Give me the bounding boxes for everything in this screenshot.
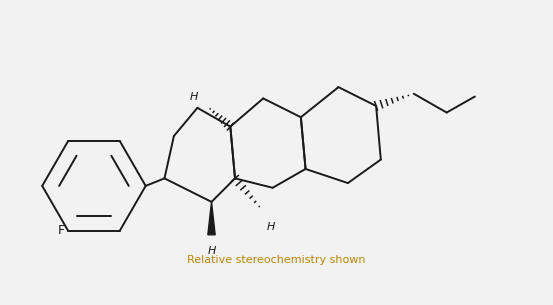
- Text: H: H: [267, 222, 275, 232]
- Text: F: F: [58, 224, 64, 237]
- Text: H: H: [190, 92, 198, 102]
- Polygon shape: [208, 202, 215, 235]
- Text: Relative stereochemistry shown: Relative stereochemistry shown: [187, 256, 366, 265]
- Text: H: H: [207, 246, 216, 256]
